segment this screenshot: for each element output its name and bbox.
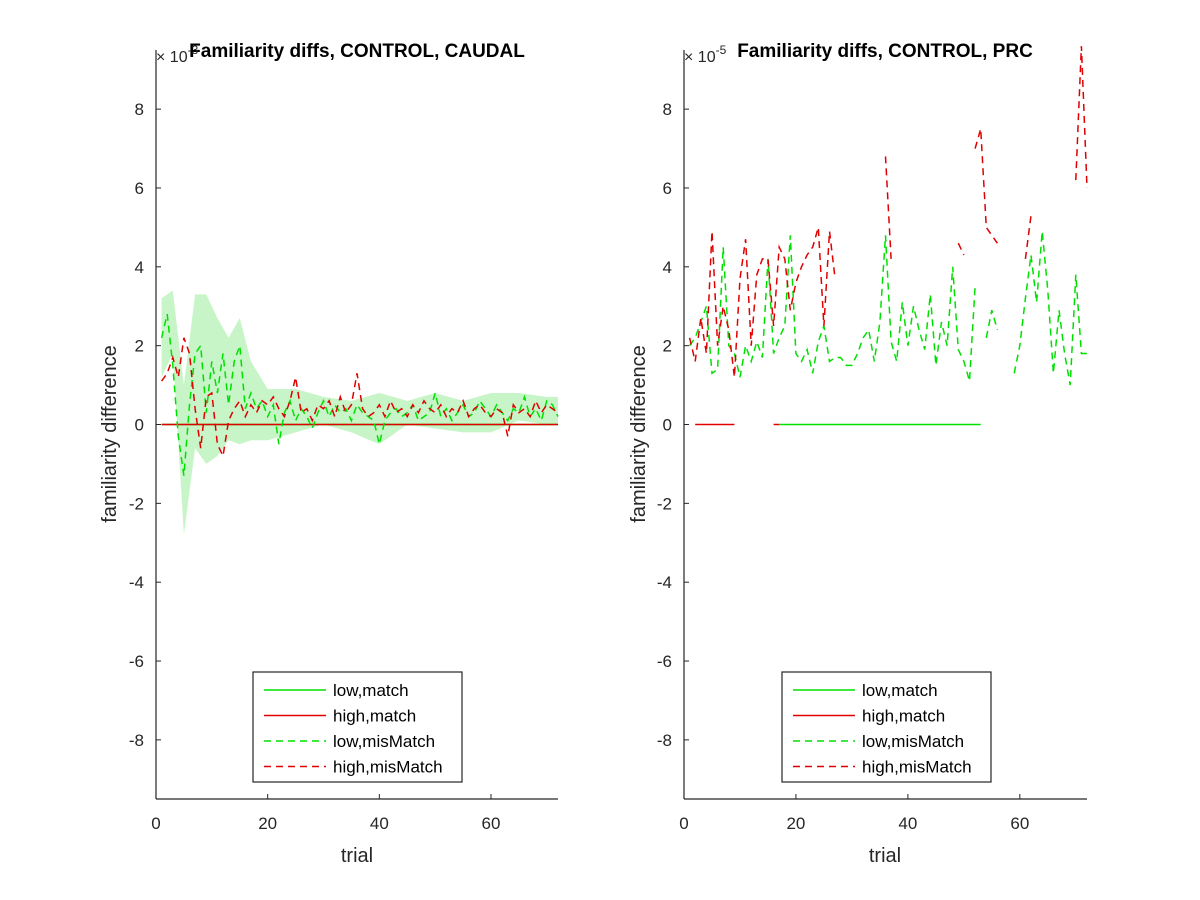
legend: low,match high,match low,misMatch high,misM… — [252, 671, 463, 783]
x-tick-label: 20 — [258, 814, 277, 833]
x-tick-label: 60 — [1010, 814, 1029, 833]
x-tick-label: 40 — [898, 814, 917, 833]
confidence-band-group — [161, 290, 559, 535]
y-tick-label: 4 — [663, 258, 672, 277]
y-tick-label: 6 — [135, 179, 144, 198]
y-exponent-label: × 10-5 — [684, 43, 727, 66]
y-exponent-label: × 10-3 — [156, 43, 199, 66]
chart-title: Familiarity diffs, CONTROL, CAUDAL — [189, 41, 525, 62]
y-tick-label: -2 — [657, 494, 672, 513]
y-tick-label: 4 — [135, 258, 144, 277]
axes-group: -8 -6 -4 -2 0 2 4 6 8 0 20 40 60 — [129, 50, 558, 833]
y-axis-label: familiarity difference — [628, 345, 650, 522]
series-line-high-mismatch — [974, 128, 999, 244]
y-tick-label: 2 — [135, 337, 144, 356]
y-tick-label: -6 — [657, 652, 672, 671]
chart-prc: -8 -6 -4 -2 0 2 4 6 8 0 20 40 60 Familiarity diffs, … — [628, 41, 1088, 867]
chart-caudal: -8 -6 -4 -2 0 2 4 6 8 0 20 40 60 Familiarity diffs, … — [99, 41, 559, 867]
legend: low,match high,match low,misMatch high,misM… — [781, 671, 992, 783]
series-line-low-mismatch — [1013, 231, 1087, 386]
y-tick-label: -2 — [129, 494, 144, 513]
y-axis-label: familiarity difference — [99, 345, 121, 522]
series-lines-group — [688, 46, 1088, 426]
legend-label: high,misMatch — [862, 758, 972, 777]
series-lines-group — [160, 313, 559, 476]
y-tick-label: -4 — [657, 573, 672, 592]
y-tick-label: -4 — [129, 573, 144, 592]
y-tick-label: -8 — [129, 731, 144, 750]
confidence-band — [161, 290, 559, 535]
legend-label: low,misMatch — [333, 732, 435, 751]
y-tick-label: 8 — [663, 100, 672, 119]
series-line-low-mismatch — [688, 235, 976, 382]
y-tick-label: -8 — [657, 731, 672, 750]
legend-label: low,misMatch — [862, 732, 964, 751]
legend-label: low,match — [333, 681, 409, 700]
series-line-high-mismatch — [884, 156, 892, 259]
x-tick-label: 20 — [786, 814, 805, 833]
series-line-high-mismatch — [957, 242, 965, 256]
x-tick-label: 0 — [151, 814, 160, 833]
x-tick-label: 40 — [370, 814, 389, 833]
series-line-low-mismatch — [160, 313, 559, 476]
legend-label: high,misMatch — [333, 758, 443, 777]
x-axis-label: trial — [341, 845, 373, 867]
series-line-high-mismatch — [1024, 215, 1032, 259]
x-axis-label: trial — [869, 845, 901, 867]
x-tick-label: 60 — [482, 814, 501, 833]
series-line-high-mismatch — [160, 337, 559, 459]
x-tick-label: 0 — [679, 814, 688, 833]
series-line-low-mismatch — [985, 309, 999, 338]
y-tick-label: 0 — [663, 416, 672, 435]
legend-label: high,match — [862, 707, 945, 726]
chart-title: Familiarity diffs, CONTROL, PRC — [737, 41, 1033, 62]
y-tick-label: 2 — [663, 337, 672, 356]
y-tick-label: 6 — [663, 179, 672, 198]
series-line-high-mismatch — [1075, 46, 1088, 189]
legend-label: low,match — [862, 681, 938, 700]
y-tick-label: -6 — [129, 652, 144, 671]
series-line-high-mismatch — [688, 227, 836, 378]
y-tick-label: 8 — [135, 100, 144, 119]
legend-label: high,match — [333, 707, 416, 726]
axes-group: -8 -6 -4 -2 0 2 4 6 8 0 20 40 60 — [657, 50, 1087, 833]
y-tick-label: 0 — [135, 416, 144, 435]
